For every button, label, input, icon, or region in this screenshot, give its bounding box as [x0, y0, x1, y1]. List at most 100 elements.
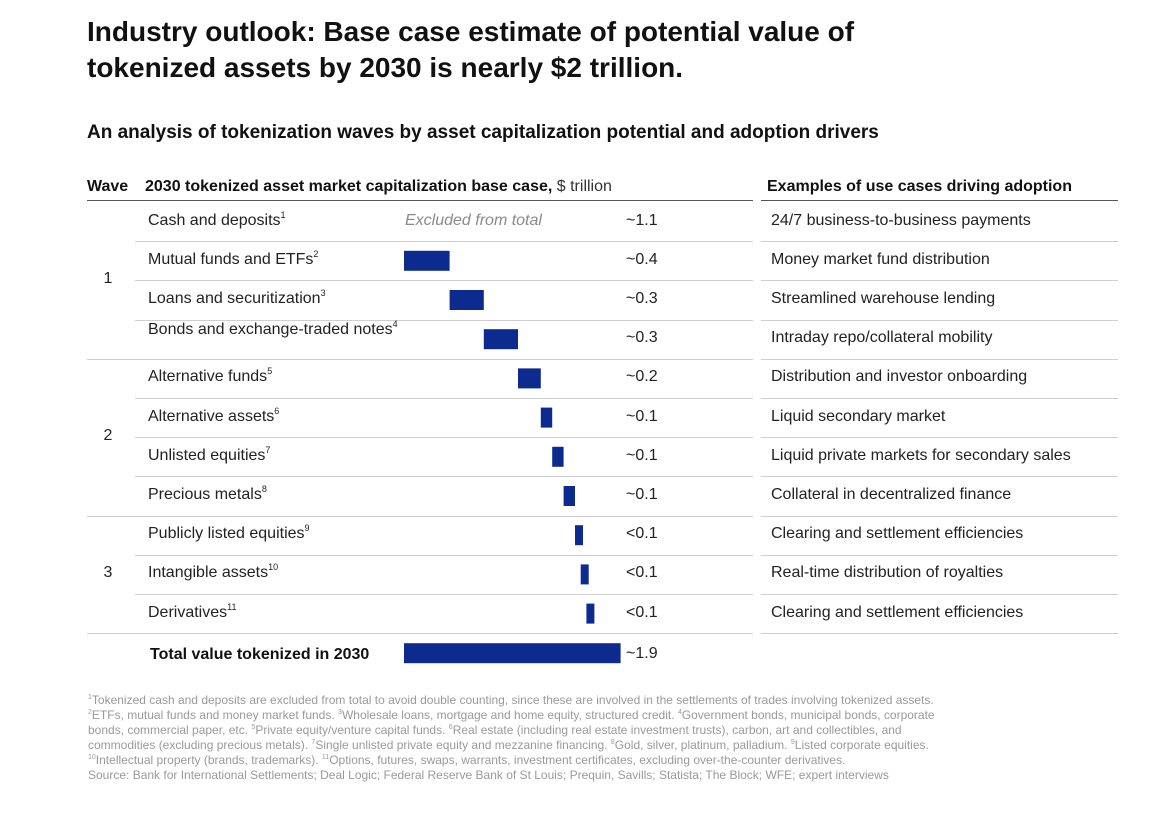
bar: [586, 603, 595, 624]
bar: [540, 407, 553, 428]
row-separator: [135, 476, 753, 478]
page-title: Industry outlook: Base case estimate of …: [87, 14, 987, 86]
footnote-line: Source: Bank for International Settlemen…: [88, 768, 1108, 783]
bar: [575, 525, 583, 546]
total-value-label: ~1.9: [626, 645, 658, 662]
value-label: ~0.1: [626, 486, 658, 503]
row-label-text: Mutual funds and ETFs: [148, 250, 314, 268]
row-label: Bonds and exchange-traded notes4: [148, 319, 398, 339]
title-line: Industry outlook: Base case estimate of …: [87, 16, 855, 47]
wave-number: 3: [103, 564, 113, 582]
row-separator: [135, 437, 753, 439]
footnote-ref: 4: [392, 319, 398, 330]
footnote-text: Tokenized cash and deposits are excluded…: [91, 693, 934, 707]
chart-subtitle: An analysis of tokenization waves by ass…: [87, 122, 879, 143]
row-label-text: Loans and securitization: [148, 290, 321, 307]
footnote-text: Single unlisted private equity and mezza…: [315, 738, 611, 752]
value-label: ~0.1: [626, 407, 658, 425]
footnote-line: 10Intellectual property (brands, tradema…: [88, 753, 1108, 768]
footnote-line: bonds, commercial paper, etc. 5Private e…: [88, 723, 1108, 738]
footnote-text: Listed corporate equities.: [794, 738, 929, 752]
row-separator: [135, 319, 753, 321]
footnote-marker: 9: [790, 739, 795, 746]
footnote-ref: 2: [313, 248, 319, 259]
use-case-example: Liquid secondary market: [771, 407, 946, 425]
row-separator: [135, 554, 753, 556]
use-case-example: Real-time distribution of royalties: [771, 564, 1004, 582]
footnote-marker: 5: [251, 724, 256, 731]
row-label: Loans and securitization3: [148, 288, 398, 307]
row-label-text: Unlisted equities: [148, 446, 266, 464]
use-case-example: Clearing and settlement efficiencies: [771, 603, 1024, 621]
footnote-ref: 7: [265, 444, 271, 455]
footnote-line: commodities (excluding precious metals).…: [88, 738, 1108, 753]
use-case-example: 24/7 business-to-business payments: [771, 211, 1031, 229]
wave-separator: [87, 358, 753, 360]
example-separator: [761, 515, 1118, 517]
row-label: Precious metals8: [148, 484, 398, 503]
footnote-text: bonds, commercial paper, etc.: [88, 723, 252, 737]
row-separator: [135, 398, 753, 399]
row-separator: [135, 594, 753, 595]
value-label: ~0.1: [626, 446, 658, 464]
row-label: Publicly listed equities9: [148, 523, 398, 542]
wave-separator: [87, 633, 753, 635]
footnote-ref: 3: [320, 288, 326, 298]
wave-number: 2: [103, 427, 113, 445]
row-label: Mutual funds and ETFs2: [148, 248, 398, 268]
row-label: Cash and deposits1: [148, 209, 398, 229]
example-separator: [761, 398, 1118, 399]
use-case-example: Distribution and investor onboarding: [771, 368, 1028, 386]
excluded-note: Excluded from total: [405, 211, 542, 229]
use-case-example: Money market fund distribution: [771, 250, 990, 268]
value-label: ~0.3: [626, 329, 658, 347]
header-rule: [87, 200, 753, 201]
footnote-text: Source: Bank for International Settlemen…: [88, 768, 889, 782]
footnote-text: Gold, silver, platinum, palladium.: [614, 738, 791, 752]
footnote-line: 1Tokenized cash and deposits are exclude…: [88, 693, 1108, 708]
use-case-example: Clearing and settlement efficiencies: [771, 525, 1024, 543]
example-separator: [761, 241, 1118, 243]
footnote-ref: 8: [261, 484, 267, 494]
row-label-text: Bonds and exchange-traded notes: [148, 321, 393, 339]
wave-separator: [87, 515, 753, 517]
row-label-text: Cash and deposits: [148, 211, 281, 229]
use-case-example: Collateral in decentralized finance: [771, 486, 1012, 503]
use-case-example: Streamlined warehouse lending: [771, 290, 996, 307]
bar: [518, 368, 541, 389]
footnote-text: Intellectual property (brands, trademark…: [95, 753, 322, 767]
footnote-marker: 6: [448, 724, 453, 731]
footnote-marker: 10: [88, 754, 96, 761]
bar: [404, 250, 450, 271]
row-separator: [135, 241, 753, 243]
footnote-text: Government bonds, municipal bonds, corpo…: [681, 708, 935, 722]
value-label: <0.1: [626, 603, 658, 621]
footnotes: 1Tokenized cash and deposits are exclude…: [88, 693, 1108, 783]
example-separator: [761, 280, 1118, 282]
header-rule: [761, 200, 1118, 201]
row-label: Alternative funds5: [148, 366, 398, 385]
example-separator: [761, 437, 1118, 439]
footnote-ref: 1: [280, 209, 286, 220]
footnote-text: commodities (excluding precious metals).: [88, 738, 312, 752]
footnote-ref: 9: [304, 523, 310, 534]
footnote-marker: 8: [610, 739, 615, 746]
use-case-example: Liquid private markets for secondary sal…: [771, 446, 1071, 464]
row-label-text: Alternative assets: [148, 407, 275, 425]
example-separator: [761, 358, 1118, 360]
row-label-text: Derivatives: [148, 603, 228, 621]
footnote-marker: 4: [677, 709, 682, 716]
wave-column-header: Wave: [87, 178, 129, 195]
examples-column-header: Examples of use cases driving adoption: [767, 178, 1072, 195]
footnote-ref: 5: [267, 366, 273, 377]
footnote-marker: 3: [338, 709, 342, 716]
footnote-text: Private equity/venture capital funds.: [255, 723, 449, 737]
row-label: Intangible assets10: [148, 563, 398, 581]
market-cap-header-text: 2030 tokenized asset market capitalizati…: [145, 178, 553, 195]
row-label: Derivatives11: [148, 602, 398, 621]
footnote-text: Options, futures, swaps, warrants, inves…: [329, 753, 846, 767]
example-separator: [761, 633, 1118, 635]
footnote-marker: 7: [311, 739, 316, 746]
value-label: ~1.1: [626, 211, 658, 229]
example-separator: [761, 594, 1118, 595]
